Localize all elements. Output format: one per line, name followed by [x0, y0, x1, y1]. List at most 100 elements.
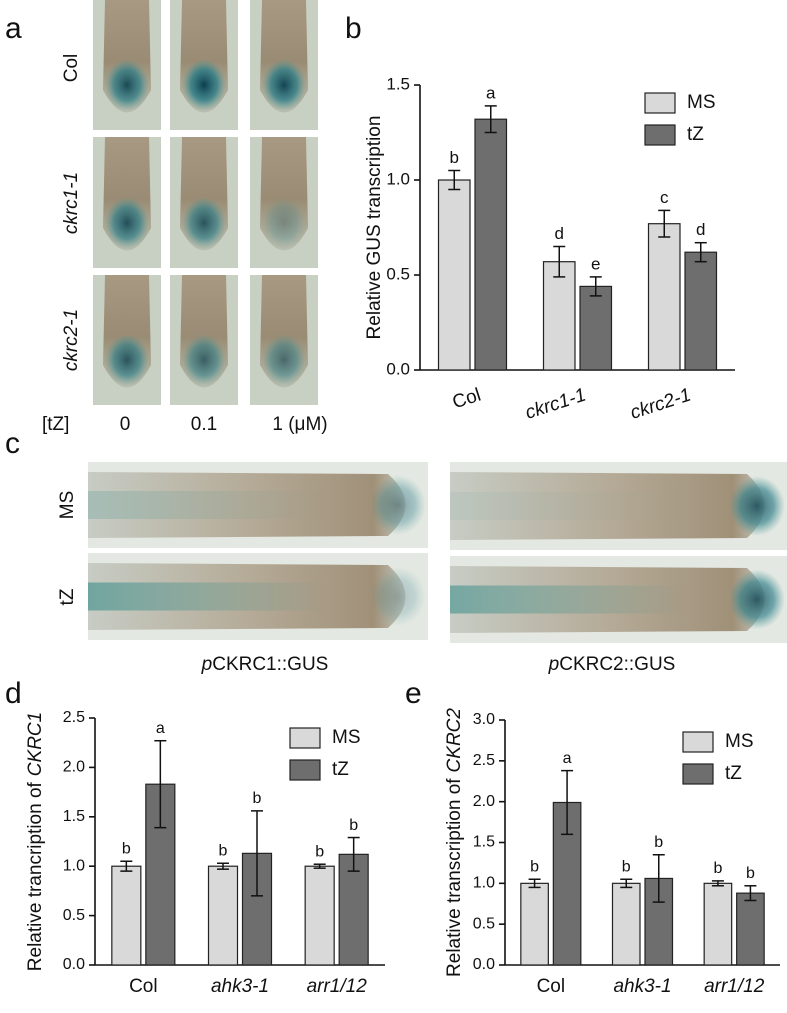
y-tick-label: 0.0	[473, 956, 495, 973]
y-tick-label: 0.5	[63, 907, 85, 924]
significance-letter: b	[530, 858, 539, 875]
significance-letter: b	[315, 843, 324, 860]
caption-part: p	[548, 654, 560, 675]
bar	[474, 118, 508, 371]
x-tick-label: ckrc2-1	[628, 385, 694, 424]
significance-letter: d	[555, 224, 564, 243]
significance-letter: c	[660, 188, 669, 207]
panel-label: b	[345, 12, 362, 45]
bar-chart: 0.0 0.5 1.0 1.5 2.0 2.5 Relative trancription …	[25, 709, 385, 997]
error-bar	[620, 878, 633, 889]
bar	[579, 285, 613, 371]
y-tick-label: 2.5	[473, 752, 495, 769]
y-tick-label: 2.0	[473, 793, 495, 810]
gus-stain	[88, 582, 326, 611]
bar	[684, 251, 718, 371]
legend-label: MS	[725, 731, 754, 752]
gus-stain	[182, 59, 226, 111]
x-tick-label: Col	[450, 385, 484, 414]
row-label: Col	[61, 54, 82, 83]
error-bar	[347, 836, 360, 872]
error-bar	[711, 880, 724, 887]
legend-label: tZ	[725, 763, 742, 784]
construct-caption: pCKRC1::GUS	[201, 654, 329, 675]
panel-label: d	[5, 677, 22, 710]
error-bar	[589, 276, 602, 297]
error-bar	[448, 169, 461, 191]
significance-letter: b	[713, 860, 722, 877]
legend-label: MS	[687, 92, 716, 113]
y-tick-label: 0.5	[473, 915, 495, 932]
significance-letter: b	[622, 858, 631, 875]
dose-label: 0	[120, 414, 131, 435]
legend-label: tZ	[687, 124, 704, 145]
caption-part: p	[201, 654, 213, 675]
error-bar	[652, 854, 665, 903]
gus-stain	[450, 492, 686, 520]
bar-chart: 0.0 0.5 1.0 1.5 Relative GUS transcription Co…	[364, 74, 735, 424]
gus-stain	[105, 59, 149, 111]
bar	[111, 865, 142, 966]
y-axis-title: Relative transcription of CKRC2	[444, 708, 465, 977]
significance-letter: b	[654, 834, 663, 851]
gus-stain	[262, 59, 306, 111]
bar	[736, 892, 765, 966]
row-label: MS	[57, 491, 78, 520]
significance-letter: b	[450, 148, 459, 167]
error-bar	[528, 878, 541, 889]
y-axis-title-part: CKRC2	[444, 708, 465, 773]
significance-letter: b	[122, 840, 131, 857]
panel-label: e	[405, 677, 422, 710]
gus-stain	[450, 585, 686, 614]
gus-stain	[370, 566, 426, 627]
gus-stain	[729, 476, 785, 536]
y-tick-label: 2.0	[63, 759, 85, 776]
gus-stain	[262, 197, 306, 249]
y-axis-title: Relative trancription of CKRC1	[25, 712, 46, 971]
bar	[542, 261, 576, 371]
gus-stain	[729, 569, 785, 630]
bar	[338, 853, 369, 966]
y-tick-label: 1.5	[386, 74, 410, 93]
legend-swatch	[644, 124, 676, 146]
error-bar	[313, 863, 326, 869]
panel-label: a	[5, 12, 22, 45]
y-tick-label: 3.0	[473, 711, 495, 728]
significance-letter: b	[349, 817, 358, 834]
y-tick-label: 1.0	[473, 875, 495, 892]
error-bar	[658, 209, 671, 238]
legend-label: tZ	[332, 759, 349, 780]
bar	[437, 179, 471, 371]
gus-stain	[370, 475, 426, 535]
legend-swatch	[644, 92, 676, 114]
legend-label: MS	[332, 727, 361, 748]
significance-letter: a	[486, 83, 496, 102]
significance-letter: b	[253, 790, 262, 807]
bar-chart: 0.0 0.5 1.0 1.5 2.0 2.5 3.0 Relative transcript…	[444, 708, 780, 997]
error-bar	[694, 241, 707, 263]
x-tick-label: ahk3-1	[211, 976, 269, 997]
significance-letter: a	[156, 720, 165, 737]
y-axis-title-part: Relative transcription of	[444, 778, 465, 977]
y-axis-title: Relative GUS transcription	[364, 116, 385, 340]
significance-letter: a	[563, 750, 572, 767]
error-bar	[251, 810, 263, 897]
significance-letter: b	[219, 842, 228, 859]
caption-part: CKRC2::GUS	[559, 654, 675, 675]
row-label: ckrc2-1	[61, 309, 82, 371]
x-tick-label: ahk3-1	[613, 976, 671, 997]
caption-part: CKRC1::GUS	[212, 654, 328, 675]
x-tick-label: ckrc1-1	[523, 385, 589, 424]
legend-swatch	[682, 763, 714, 785]
significance-letter: e	[591, 254, 600, 273]
x-tick-label: Col	[129, 976, 158, 997]
error-bar	[744, 885, 757, 902]
y-tick-label: 1.0	[386, 169, 410, 188]
row-label: tZ	[57, 588, 78, 605]
construct-caption: pCKRC2::GUS	[548, 654, 676, 675]
error-bar	[553, 245, 566, 278]
y-tick-label: 2.5	[63, 709, 85, 726]
gus-stain	[88, 491, 326, 519]
bar	[304, 865, 335, 966]
